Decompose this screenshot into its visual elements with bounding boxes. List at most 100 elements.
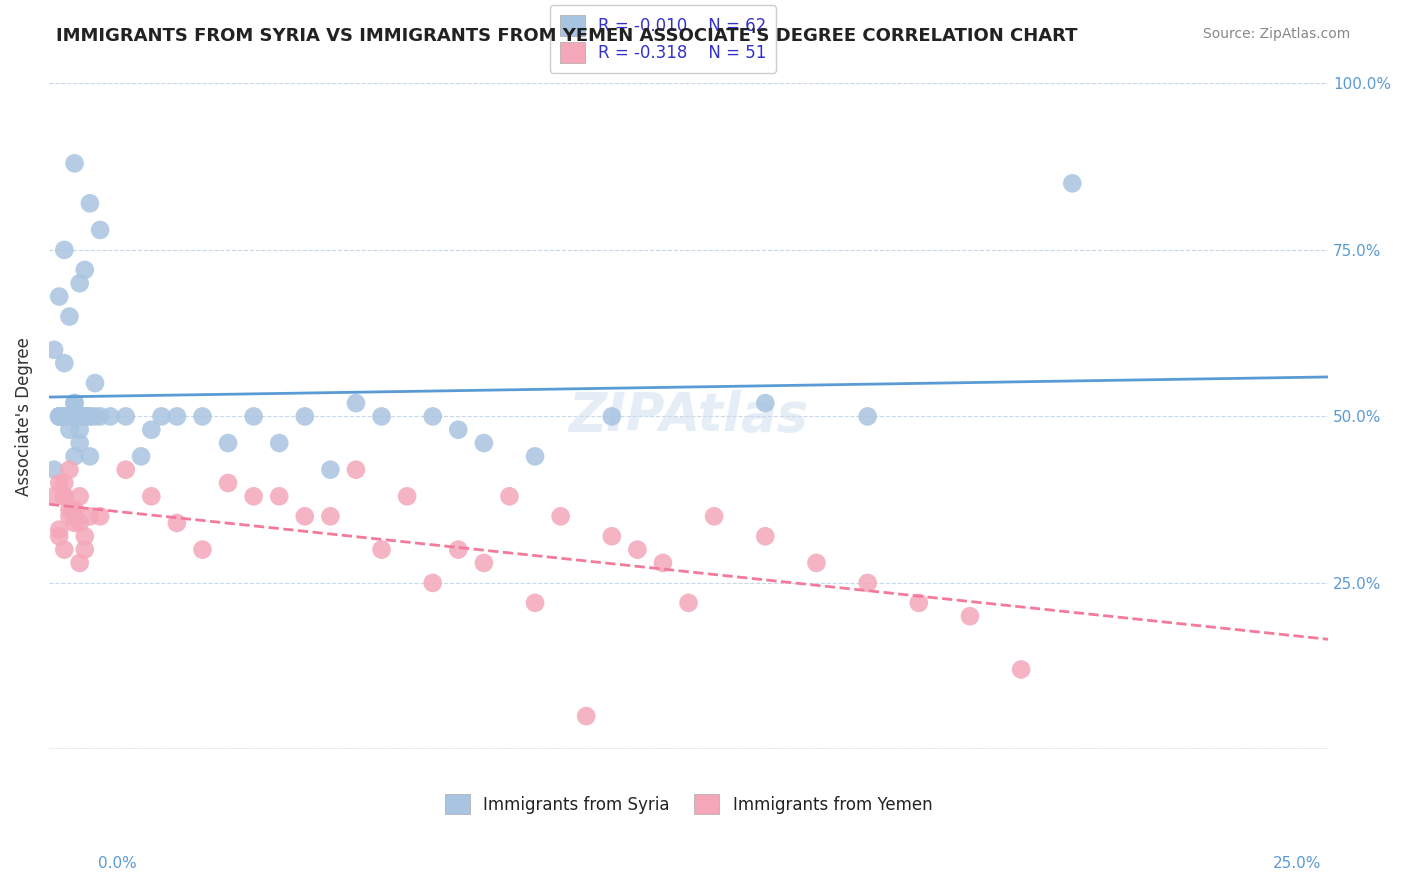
Point: [806, 556, 828, 570]
Point: [447, 423, 470, 437]
Point: [63, 450, 86, 464]
Point: [79, 450, 101, 464]
Point: [754, 396, 776, 410]
Point: [524, 450, 547, 464]
Point: [150, 409, 173, 424]
Point: [63, 516, 86, 530]
Point: [84, 376, 107, 391]
Point: [73, 263, 96, 277]
Point: [53, 542, 76, 557]
Point: [84, 409, 107, 424]
Point: [575, 709, 598, 723]
Point: [129, 450, 152, 464]
Point: [344, 396, 367, 410]
Point: [319, 463, 342, 477]
Point: [141, 489, 163, 503]
Point: [600, 409, 623, 424]
Point: [58, 409, 80, 424]
Point: [242, 409, 264, 424]
Point: [53, 243, 76, 257]
Point: [100, 409, 122, 424]
Point: [626, 542, 648, 557]
Point: [63, 409, 86, 424]
Point: [53, 489, 76, 503]
Point: [48, 409, 70, 424]
Point: [58, 409, 80, 424]
Point: [48, 289, 70, 303]
Point: [69, 556, 91, 570]
Point: [959, 609, 981, 624]
Point: [89, 223, 111, 237]
Point: [58, 463, 80, 477]
Point: [294, 409, 316, 424]
Point: [89, 509, 111, 524]
Point: [48, 523, 70, 537]
Point: [63, 396, 86, 410]
Point: [69, 516, 91, 530]
Point: [678, 596, 700, 610]
Text: Source: ZipAtlas.com: Source: ZipAtlas.com: [1202, 27, 1350, 41]
Point: [69, 277, 91, 291]
Point: [907, 596, 929, 610]
Point: [48, 529, 70, 543]
Point: [344, 463, 367, 477]
Point: [498, 489, 520, 503]
Point: [754, 529, 776, 543]
Point: [63, 509, 86, 524]
Point: [652, 556, 675, 570]
Point: [396, 489, 419, 503]
Point: [58, 423, 80, 437]
Point: [69, 489, 91, 503]
Point: [217, 475, 239, 490]
Point: [63, 396, 86, 410]
Point: [69, 409, 91, 424]
Text: ZIPAtlas: ZIPAtlas: [568, 391, 808, 442]
Point: [524, 596, 547, 610]
Point: [447, 542, 470, 557]
Point: [42, 463, 65, 477]
Text: IMMIGRANTS FROM SYRIA VS IMMIGRANTS FROM YEMEN ASSOCIATE'S DEGREE CORRELATION CH: IMMIGRANTS FROM SYRIA VS IMMIGRANTS FROM…: [56, 27, 1078, 45]
Point: [269, 489, 291, 503]
Point: [73, 409, 96, 424]
Point: [166, 409, 188, 424]
Text: 25.0%: 25.0%: [1274, 856, 1322, 871]
Legend: Immigrants from Syria, Immigrants from Yemen: Immigrants from Syria, Immigrants from Y…: [439, 788, 939, 821]
Point: [73, 529, 96, 543]
Point: [370, 409, 392, 424]
Point: [89, 409, 111, 424]
Point: [53, 409, 76, 424]
Point: [600, 529, 623, 543]
Point: [1062, 177, 1084, 191]
Point: [79, 409, 101, 424]
Point: [79, 196, 101, 211]
Point: [73, 542, 96, 557]
Point: [856, 409, 879, 424]
Point: [48, 409, 70, 424]
Point: [58, 502, 80, 516]
Point: [422, 409, 444, 424]
Point: [58, 310, 80, 324]
Point: [166, 516, 188, 530]
Point: [48, 409, 70, 424]
Point: [856, 575, 879, 590]
Point: [114, 409, 136, 424]
Point: [550, 509, 572, 524]
Point: [242, 489, 264, 503]
Point: [294, 509, 316, 524]
Point: [53, 475, 76, 490]
Point: [53, 409, 76, 424]
Point: [53, 409, 76, 424]
Point: [53, 489, 76, 503]
Point: [63, 156, 86, 170]
Point: [269, 436, 291, 450]
Point: [42, 489, 65, 503]
Point: [370, 542, 392, 557]
Point: [69, 423, 91, 437]
Point: [58, 409, 80, 424]
Point: [79, 509, 101, 524]
Point: [73, 409, 96, 424]
Point: [1010, 663, 1032, 677]
Point: [73, 409, 96, 424]
Point: [58, 509, 80, 524]
Point: [48, 475, 70, 490]
